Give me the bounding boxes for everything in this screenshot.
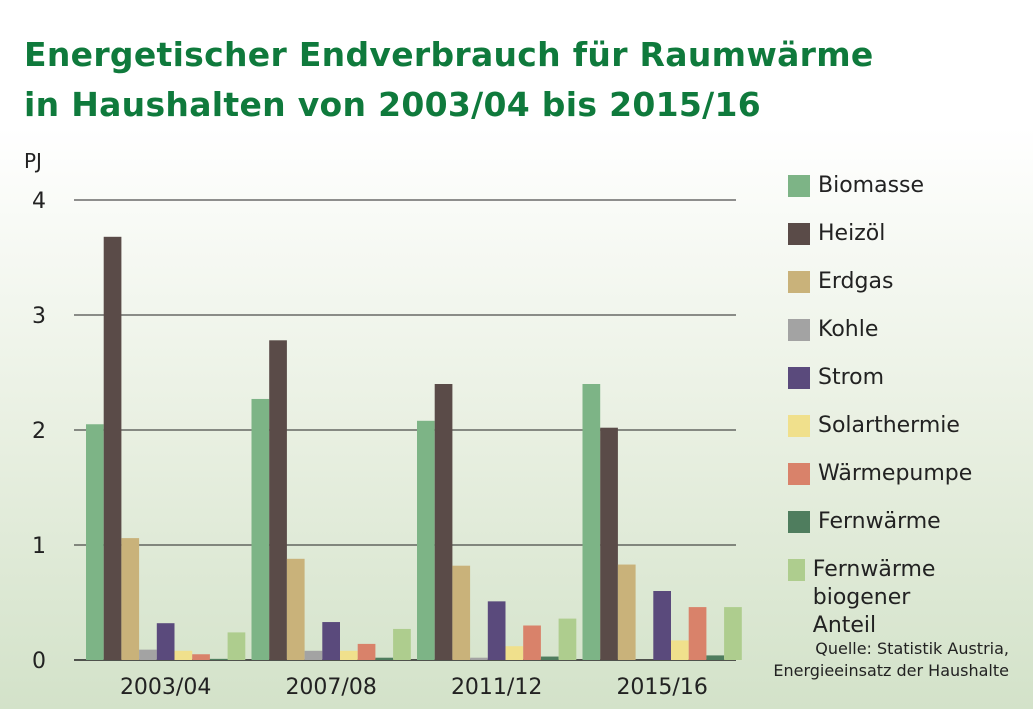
bar-strom-2011-12 [487, 601, 506, 660]
legend-label: Fernwärme biogener Anteil [812, 557, 936, 638]
legend-swatch [788, 511, 810, 533]
legend-swatch [788, 367, 810, 389]
legend-item: Strom [788, 364, 884, 392]
bar-kohle-2011-12 [470, 657, 488, 660]
bar-solarthermie-2003-04 [174, 650, 193, 660]
legend-item: Solarthermie [788, 412, 960, 440]
bar-heizöl-2011-12 [434, 384, 453, 660]
legend-label: Kohle [818, 317, 879, 342]
legend-swatch [788, 415, 810, 437]
y-tick-label: 3 [32, 304, 46, 329]
bars [86, 236, 742, 661]
bar-biomasse-2015-16 [582, 384, 601, 660]
source-line-2: Energieeinsatz der Haushalte [773, 661, 1009, 680]
bar-erdgas-2003-04 [121, 538, 140, 660]
bar-wärmepumpe-2007-08 [357, 643, 376, 660]
x-tick-label: 2003/04 [120, 675, 211, 700]
bar-heizöl-2007-08 [269, 340, 287, 660]
bar-fernwärme-2015-16 [724, 607, 742, 660]
source-note: Quelle: Statistik Austria, Energieeinsat… [773, 638, 1009, 682]
y-tick-label: 2 [32, 419, 46, 444]
legend-label: Strom [818, 365, 885, 390]
legend-label: Biomasse [818, 173, 925, 198]
source-line-1: Quelle: Statistik Austria, [815, 639, 1009, 658]
bar-strom-2007-08 [322, 622, 340, 660]
chart-title-line-1: Energetischer Endverbrauch für Raumwärme [24, 35, 874, 74]
bar-fernwärme-2011-12 [558, 618, 577, 660]
y-tick-label: 4 [32, 189, 46, 214]
bar-erdgas-2015-16 [617, 564, 636, 660]
bar-kohle-2007-08 [304, 650, 323, 660]
x-tick-label: 2015/16 [616, 675, 707, 700]
bar-wärmepumpe-2015-16 [688, 607, 707, 660]
chart-title: Energetischer Endverbrauch für Raumwärme… [24, 30, 874, 130]
bar-solarthermie-2015-16 [671, 640, 689, 660]
legend-label: Solarthermie [818, 413, 960, 438]
x-axis-ticks: 2003/04 2007/08 2011/12 2015/16 [120, 675, 708, 700]
chart-title-line-2: in Haushalten von 2003/04 bis 2015/16 [24, 85, 761, 124]
legend-item: Kohle [788, 316, 878, 344]
legend-swatch [788, 463, 810, 485]
bar-fernwärme-2007-08 [393, 628, 411, 660]
bar-solarthermie-2011-12 [505, 646, 524, 660]
bar-biomasse-2011-12 [417, 420, 435, 660]
legend-swatch [788, 319, 810, 341]
bar-erdgas-2007-08 [286, 558, 305, 660]
bar-wärmepumpe-2003-04 [192, 654, 210, 660]
x-tick-label: 2007/08 [285, 675, 376, 700]
bar-erdgas-2011-12 [452, 565, 471, 660]
bar-fernwärme-2011-12 [540, 656, 559, 660]
legend-label: Heizöl [818, 221, 886, 246]
legend-item: Fernwärme [788, 508, 941, 536]
legend-label: Wärmepumpe [818, 461, 973, 486]
legend-label: Fernwärme [818, 509, 941, 534]
bar-strom-2003-04 [156, 623, 175, 660]
bar-solarthermie-2007-08 [340, 650, 358, 660]
legend-swatch [788, 559, 805, 581]
bar-wärmepumpe-2011-12 [523, 625, 541, 660]
bar-fernwärme-2003-04 [209, 658, 228, 660]
legend-item: Wärmepumpe [788, 460, 972, 488]
bar-strom-2015-16 [653, 591, 671, 660]
legend-swatch [788, 223, 810, 245]
y-axis-ticks: 0 1 2 3 4 [32, 189, 46, 674]
x-tick-label: 2011/12 [451, 675, 542, 700]
legend-swatch [788, 175, 810, 197]
y-axis-label: PJ [24, 149, 42, 173]
legend-item: Fernwärme biogener Anteil [788, 556, 941, 640]
legend-swatch [788, 271, 810, 293]
bar-fernwärme-2015-16 [706, 655, 725, 660]
y-tick-label: 0 [32, 649, 46, 674]
bar-biomasse-2007-08 [251, 398, 270, 660]
bar-biomasse-2003-04 [86, 424, 104, 660]
legend-label: Erdgas [818, 269, 894, 294]
y-tick-label: 1 [32, 534, 46, 559]
bar-kohle-2003-04 [139, 649, 157, 660]
legend-item: Erdgas [788, 268, 893, 296]
bar-heizöl-2003-04 [103, 236, 122, 661]
grid-lines [74, 199, 736, 661]
bar-heizöl-2015-16 [600, 427, 618, 660]
legend-item: Heizöl [788, 220, 885, 248]
bar-fernwärme-2003-04 [227, 632, 246, 660]
bar-fernwärme-2007-08 [375, 657, 394, 660]
legend-item: Biomasse [788, 172, 924, 200]
